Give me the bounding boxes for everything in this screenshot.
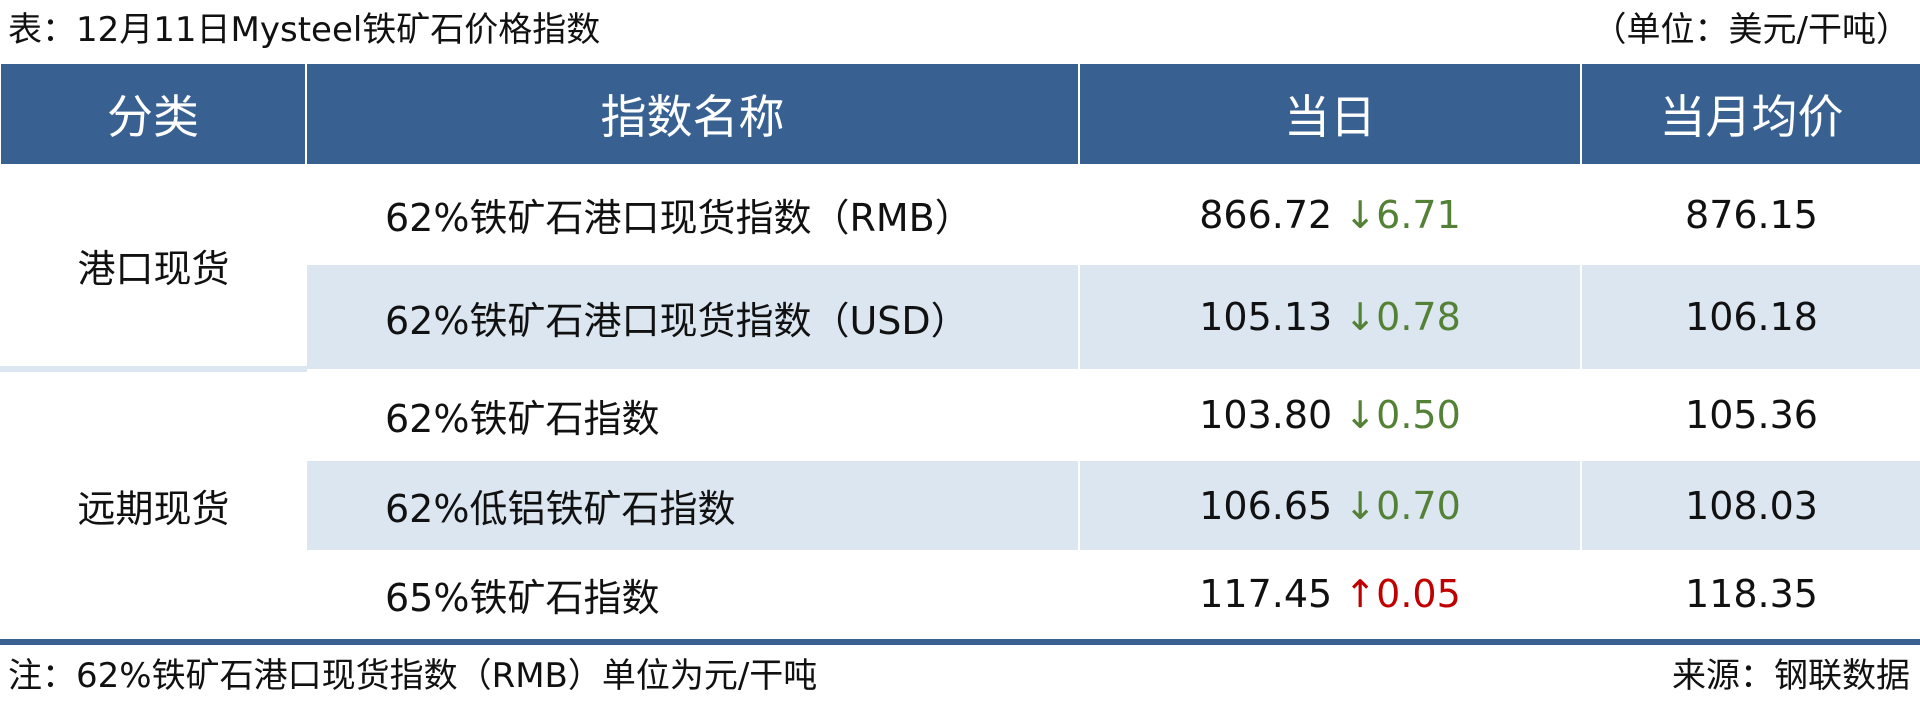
month-avg: 118.35: [1580, 550, 1920, 638]
today-value: 103.80: [1199, 393, 1333, 437]
price-index-table: 分类 指数名称 当日 当月均价 港口现货 62%铁矿石港口现货指数（RMB） 8…: [0, 64, 1920, 638]
bottom-rule: [0, 639, 1920, 645]
arrow-down-icon: ↓: [1344, 483, 1377, 528]
index-name: 62%低铝铁矿石指数: [305, 461, 1079, 550]
category-cell: 远期现货: [0, 369, 306, 638]
table-row: 港口现货 62%铁矿石港口现货指数（RMB） 866.72 ↓6.71 876.…: [0, 164, 1920, 372]
table-row: 62%低铝铁矿石指数 106.65 ↓0.70 108.03: [1, 461, 1920, 550]
arrow-down-icon: ↓: [1344, 192, 1377, 237]
header-today: 当日: [1078, 64, 1581, 164]
change-value: 0.05: [1376, 572, 1461, 616]
header-index-name: 指数名称: [305, 64, 1079, 164]
header-month-avg: 当月均价: [1580, 64, 1920, 164]
today-value: 105.13: [1199, 295, 1333, 339]
unit-label: （单位：美元/干吨）: [1592, 10, 1910, 50]
today-value: 106.65: [1199, 483, 1333, 528]
today-value: 866.72: [1199, 192, 1333, 237]
index-name: 62%铁矿石港口现货指数（RMB）: [305, 164, 1079, 265]
change-value: 0.50: [1376, 393, 1461, 437]
table-row: 远期现货 62%铁矿石指数 103.80 ↓0.50 105.36: [0, 369, 1920, 638]
month-avg: 876.15: [1580, 164, 1920, 265]
table-row: 65%铁矿石指数 117.45 ↑0.05 118.35: [1, 550, 1920, 638]
today-cell: 117.45 ↑0.05: [1078, 550, 1581, 638]
month-avg: 106.18: [1580, 265, 1920, 369]
arrow-down-icon: ↓: [1344, 393, 1377, 437]
index-name: 62%铁矿石港口现货指数（USD）: [305, 265, 1079, 369]
header-row: 分类 指数名称 当日 当月均价: [1, 64, 1920, 164]
header-category: 分类: [1, 64, 306, 164]
category-cell: 港口现货: [0, 164, 306, 372]
today-cell: 866.72 ↓6.71: [1078, 164, 1581, 265]
arrow-down-icon: ↓: [1344, 295, 1377, 339]
footnote: 注：62%铁矿石港口现货指数（RMB）单位为元/干吨: [8, 656, 818, 696]
today-cell: 103.80 ↓0.50: [1078, 369, 1581, 461]
month-avg: 105.36: [1580, 369, 1920, 461]
change-value: 6.71: [1376, 192, 1461, 237]
index-name: 62%铁矿石指数: [305, 369, 1079, 461]
today-cell: 105.13 ↓0.78: [1078, 265, 1581, 369]
today-value: 117.45: [1199, 572, 1333, 616]
arrow-up-icon: ↑: [1344, 572, 1377, 616]
today-cell: 106.65 ↓0.70: [1078, 461, 1581, 550]
table-title: 表：12月11日Mysteel铁矿石价格指数: [8, 10, 601, 50]
month-avg: 108.03: [1580, 461, 1920, 550]
change-value: 0.70: [1376, 483, 1461, 528]
index-name: 65%铁矿石指数: [305, 550, 1079, 638]
change-value: 0.78: [1376, 295, 1461, 339]
table-row: 62%铁矿石港口现货指数（USD） 105.13 ↓0.78 106.18: [1, 265, 1920, 369]
source-label: 来源：钢联数据: [1672, 656, 1910, 696]
